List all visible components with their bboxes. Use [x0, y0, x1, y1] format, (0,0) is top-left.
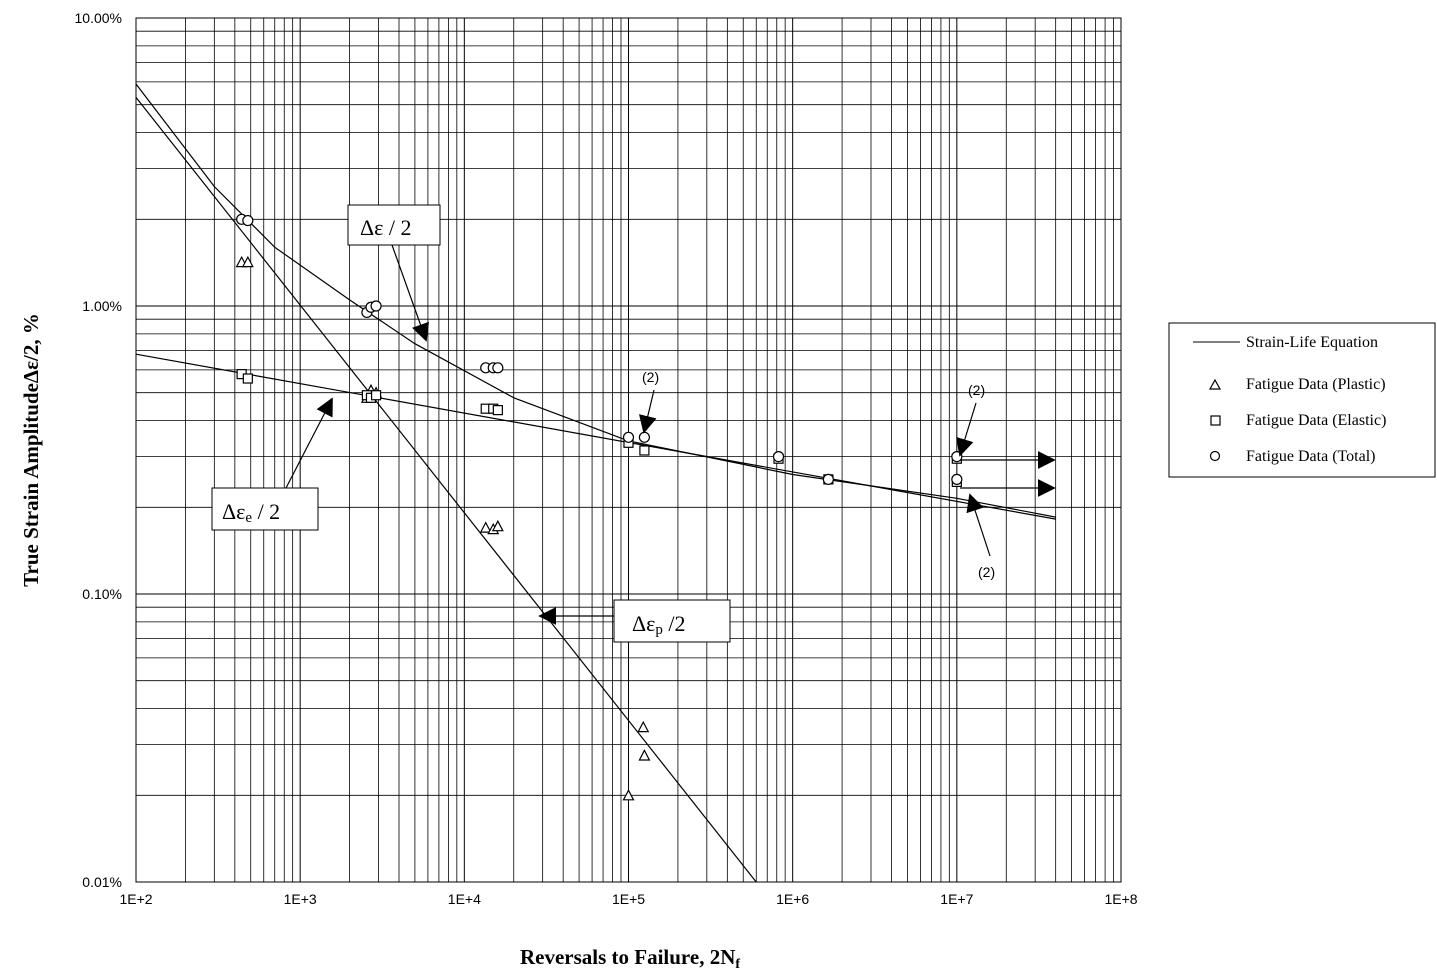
data-point-total [638, 431, 651, 443]
annotation-total-strain: Δε / 2 [347, 204, 441, 342]
data-point-plastic [241, 255, 254, 268]
fatigue-data-points [235, 213, 963, 801]
svg-text:(2): (2) [978, 564, 995, 580]
x-tick-label: 1E+4 [448, 891, 481, 907]
y-tick-label: 0.01% [82, 874, 122, 890]
data-point-plastic [491, 519, 504, 532]
legend-triangle-marker [1208, 378, 1222, 390]
runout-note-3: (2) [966, 493, 995, 580]
annotation-arrow [285, 397, 333, 489]
strain-life-line-elastic [135, 353, 1056, 520]
legend-square-marker [1210, 415, 1221, 426]
data-point-plastic [638, 749, 651, 761]
legend-circle-marker [1209, 450, 1221, 462]
data-point-plastic [479, 521, 492, 533]
legend-label-total: Fatigue Data (Total) [1246, 448, 1376, 465]
annotation-plastic-strain: Δεp /2 [538, 599, 731, 643]
y-tick-label: 10.00% [75, 10, 122, 26]
legend: Strain-Life Equation Fatigue Data (Plast… [1168, 322, 1436, 478]
x-tick-label: 1E+6 [776, 891, 809, 907]
svg-text:(2): (2) [968, 382, 985, 398]
data-point-elastic [639, 445, 650, 456]
annotation-elastic-strain: Δεe / 2 [211, 397, 333, 531]
data-point-total [772, 450, 785, 463]
runout-note-2: (2) [956, 382, 985, 457]
x-tick-label: 1E+3 [284, 891, 317, 907]
annotation-arrow [391, 244, 430, 342]
x-axis-title: Reversals to Failure, 2Nf [520, 945, 740, 972]
data-point-elastic [242, 373, 253, 384]
x-tick-label: 1E+5 [612, 891, 645, 907]
svg-text:Δε / 2: Δε / 2 [360, 215, 412, 240]
x-tick-label: 1E+2 [119, 891, 152, 907]
data-point-elastic [492, 405, 503, 416]
svg-text:(2): (2) [642, 369, 659, 385]
data-point-total [492, 362, 504, 374]
y-tick-label: 1.00% [82, 298, 122, 314]
data-point-total [822, 473, 834, 485]
svg-text:Δεe / 2: Δεe / 2 [222, 499, 280, 526]
legend-label-plastic: Fatigue Data (Plastic) [1246, 376, 1386, 393]
y-tick-label: 0.10% [82, 586, 122, 602]
data-point-total [622, 431, 635, 443]
data-point-total [242, 214, 254, 227]
x-tick-label: 1E+8 [1104, 891, 1137, 907]
svg-text:Δεp /2: Δεp /2 [632, 611, 686, 638]
x-tick-label: 1E+7 [940, 891, 973, 907]
data-point-plastic [637, 720, 650, 733]
data-point-plastic [622, 789, 635, 801]
data-point-elastic [370, 390, 382, 401]
data-point-total [370, 300, 382, 312]
strain-life-line-plastic [135, 97, 757, 883]
legend-label-elastic: Fatigue Data (Elastic) [1246, 412, 1386, 429]
axis-tick-labels: 1E+2 1E+3 1E+4 1E+5 1E+6 1E+7 1E+8 0.01% 0.10% 1.… [75, 10, 1138, 907]
legend-label-line: Strain-Life Equation [1246, 334, 1378, 351]
y-axis-title: True Strain AmplitudeΔε/2, % [19, 313, 43, 587]
runout-note-1: (2) [638, 369, 659, 434]
data-point-total [951, 473, 963, 485]
